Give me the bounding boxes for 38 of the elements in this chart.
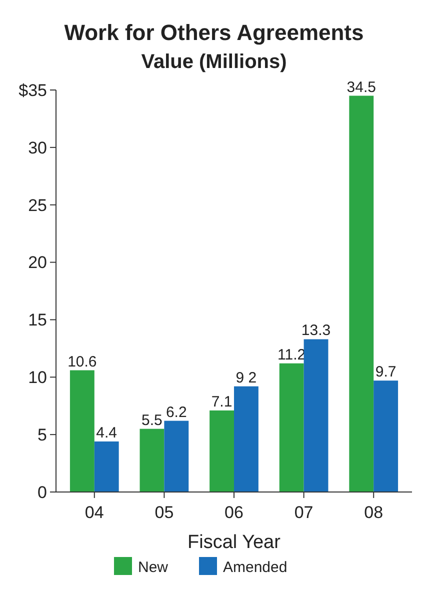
data-label: 11.2 bbox=[278, 346, 306, 364]
y-tick-label: 25 bbox=[28, 196, 47, 215]
bar bbox=[140, 428, 164, 492]
bar bbox=[234, 386, 258, 492]
chart-title: Work for Others Agreements bbox=[64, 20, 364, 45]
bar bbox=[210, 410, 234, 492]
bar bbox=[94, 441, 119, 492]
y-tick-label: 0 bbox=[38, 482, 47, 502]
data-label: 5.5 bbox=[142, 412, 162, 429]
x-tick-label: 04 bbox=[84, 503, 104, 522]
bar bbox=[349, 96, 374, 492]
bar bbox=[374, 380, 398, 492]
y-tick-label: 20 bbox=[28, 253, 47, 272]
data-label: 13.3 bbox=[301, 322, 331, 340]
y-tick-label: 10 bbox=[28, 368, 47, 388]
bar bbox=[279, 363, 304, 492]
chart-subtitle: Value (Millions) bbox=[141, 51, 287, 73]
x-axis-title: Fiscal Year bbox=[188, 532, 282, 553]
bar bbox=[304, 339, 328, 492]
data-label: 6.2 bbox=[166, 404, 187, 421]
y-tick-label: $35 bbox=[18, 80, 47, 100]
legend-label: New bbox=[138, 559, 168, 576]
data-label: 9.7 bbox=[375, 364, 396, 381]
bar bbox=[70, 370, 94, 492]
y-tick-label: 30 bbox=[28, 138, 47, 158]
data-label: 9 2 bbox=[236, 369, 257, 386]
legend-label: Amended bbox=[223, 559, 288, 576]
y-tick-label: 5 bbox=[38, 426, 47, 445]
x-tick-label: 06 bbox=[224, 503, 244, 522]
bar bbox=[164, 420, 189, 492]
data-label: 34.5 bbox=[346, 78, 376, 96]
data-label: 4.4 bbox=[96, 424, 118, 442]
y-tick-label: 15 bbox=[28, 310, 47, 330]
x-tick-label: 05 bbox=[154, 503, 174, 522]
x-tick-label: 08 bbox=[364, 503, 384, 522]
data-label: 10.6 bbox=[68, 353, 97, 370]
x-tick-label: 07 bbox=[294, 503, 314, 522]
data-label: 7.1 bbox=[211, 393, 232, 410]
